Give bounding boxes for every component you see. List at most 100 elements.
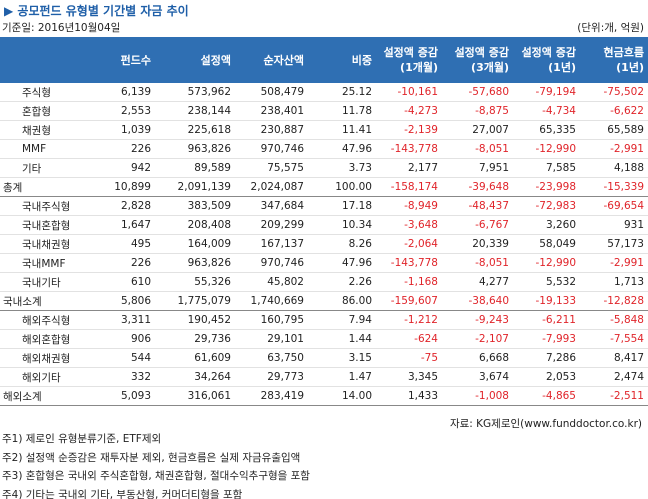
cell: 7,585 <box>513 158 580 178</box>
cell: -158,174 <box>376 177 442 197</box>
row-label: 채권형 <box>0 120 103 140</box>
cell: -8,051 <box>442 139 513 159</box>
header-line: (3개월) <box>471 61 509 74</box>
cell: 238,144 <box>155 101 235 121</box>
cell: -7,993 <box>513 329 580 349</box>
header-line: 설정액 <box>200 53 231 67</box>
cell: 508,479 <box>235 83 308 102</box>
cell: 7.94 <box>308 310 376 330</box>
cell: -72,983 <box>513 196 580 216</box>
cell: -38,640 <box>442 291 513 311</box>
cell: 1,775,079 <box>155 291 235 311</box>
cell: -12,990 <box>513 139 580 159</box>
table-row: 해외주식형 3,311 190,452 160,795 7.94 -1,212 -9,243… <box>0 310 648 330</box>
cell: 10.34 <box>308 215 376 235</box>
cell: 6,139 <box>103 83 155 102</box>
cell: 5,806 <box>103 291 155 311</box>
cell: 383,509 <box>155 196 235 216</box>
cell: 1,647 <box>103 215 155 235</box>
date: 기준일: 2016년10월04일 <box>2 22 121 34</box>
notes: 주1) 제로인 유형분류기준, ETF제외 주2) 설정액 순증감은 재투자분 제… <box>2 430 310 499</box>
header-row: 펀드수 설정액 순자산액 비중 설정액 증감 (1개월) 설정액 증감 (3개월) 설정액 증감… <box>0 37 648 83</box>
cell: 3,260 <box>513 215 580 235</box>
cell: 4,277 <box>442 272 513 292</box>
row-label: 국내MMF <box>0 253 103 273</box>
cell: 225,618 <box>155 120 235 140</box>
row-label: 국내주식형 <box>0 196 103 216</box>
cell: 1.47 <box>308 367 376 387</box>
cell: -8,949 <box>376 196 442 216</box>
cell: -9,243 <box>442 310 513 330</box>
cell: -4,865 <box>513 386 580 406</box>
table-row: 해외채권형 544 61,609 63,750 3.15 -75 6,668 7,286 8,4… <box>0 348 648 368</box>
cell: -159,607 <box>376 291 442 311</box>
cell: -15,339 <box>580 177 648 197</box>
cell: -19,133 <box>513 291 580 311</box>
header-cell: 순자산액 <box>235 37 308 83</box>
header-line: 설정액 증감 <box>454 46 509 59</box>
header-cell: 설정액 증감 (1년) <box>513 37 580 83</box>
cell: 7,286 <box>513 348 580 368</box>
table-row: 주식형 6,139 573,962 508,479 25.12 -10,161 -57,68… <box>0 83 648 102</box>
cell: 226 <box>103 139 155 159</box>
cell: 25.12 <box>308 83 376 102</box>
table-row: 국내MMF 226 963,826 970,746 47.96 -143,778 -8,05… <box>0 253 648 273</box>
cell: 544 <box>103 348 155 368</box>
cell: -2,991 <box>580 139 648 159</box>
cell: 14.00 <box>308 386 376 406</box>
cell: -2,991 <box>580 253 648 273</box>
cell: -2,139 <box>376 120 442 140</box>
table-row: 국내소계 5,806 1,775,079 1,740,669 86.00 -159,607… <box>0 291 648 311</box>
cell: 65,589 <box>580 120 648 140</box>
table-row: 국내혼합형 1,647 208,408 209,299 10.34 -3,648 -6,76… <box>0 215 648 235</box>
cell: 238,401 <box>235 101 308 121</box>
cell: 11.41 <box>308 120 376 140</box>
cell: 610 <box>103 272 155 292</box>
cell: 29,736 <box>155 329 235 349</box>
row-label: 해외기타 <box>0 367 103 387</box>
cell: 75,575 <box>235 158 308 178</box>
header-line: 현금흐름 <box>603 46 644 59</box>
cell: 100.00 <box>308 177 376 197</box>
cell: 230,887 <box>235 120 308 140</box>
cell: 2.26 <box>308 272 376 292</box>
cell: 1,740,669 <box>235 291 308 311</box>
cell: -6,622 <box>580 101 648 121</box>
cell: 45,802 <box>235 272 308 292</box>
cell: 3.15 <box>308 348 376 368</box>
cell: 27,007 <box>442 120 513 140</box>
header-cell <box>0 37 103 83</box>
cell: -75 <box>376 348 442 368</box>
cell: 1,433 <box>376 386 442 406</box>
cell: 160,795 <box>235 310 308 330</box>
cell: 63,750 <box>235 348 308 368</box>
cell: 3,345 <box>376 367 442 387</box>
table-row: 채권형 1,039 225,618 230,887 11.41 -2,139 27,007 6… <box>0 120 648 140</box>
cell: 2,553 <box>103 101 155 121</box>
table-row: 기타 942 89,589 75,575 3.73 2,177 7,951 7,585 4,18… <box>0 158 648 178</box>
cell: -8,051 <box>442 253 513 273</box>
cell: 226 <box>103 253 155 273</box>
table-row: 국내주식형 2,828 383,509 347,684 17.18 -8,949 -48,4… <box>0 196 648 216</box>
cell: 970,746 <box>235 139 308 159</box>
cell: 2,053 <box>513 367 580 387</box>
cell: 10,899 <box>103 177 155 197</box>
header-line: 설정액 증감 <box>383 46 438 59</box>
cell: 208,408 <box>155 215 235 235</box>
cell: 970,746 <box>235 253 308 273</box>
cell: -39,648 <box>442 177 513 197</box>
cell: 29,101 <box>235 329 308 349</box>
header-line: (1년) <box>548 61 576 74</box>
cell: 8,417 <box>580 348 648 368</box>
cell: -79,194 <box>513 83 580 102</box>
header-cell: 설정액 증감 (1개월) <box>376 37 442 83</box>
cell: -7,554 <box>580 329 648 349</box>
cell: 942 <box>103 158 155 178</box>
cell: 931 <box>580 215 648 235</box>
cell: 1,039 <box>103 120 155 140</box>
cell: -69,654 <box>580 196 648 216</box>
cell: -75,502 <box>580 83 648 102</box>
cell: 2,177 <box>376 158 442 178</box>
cell: -2,107 <box>442 329 513 349</box>
cell: -6,211 <box>513 310 580 330</box>
